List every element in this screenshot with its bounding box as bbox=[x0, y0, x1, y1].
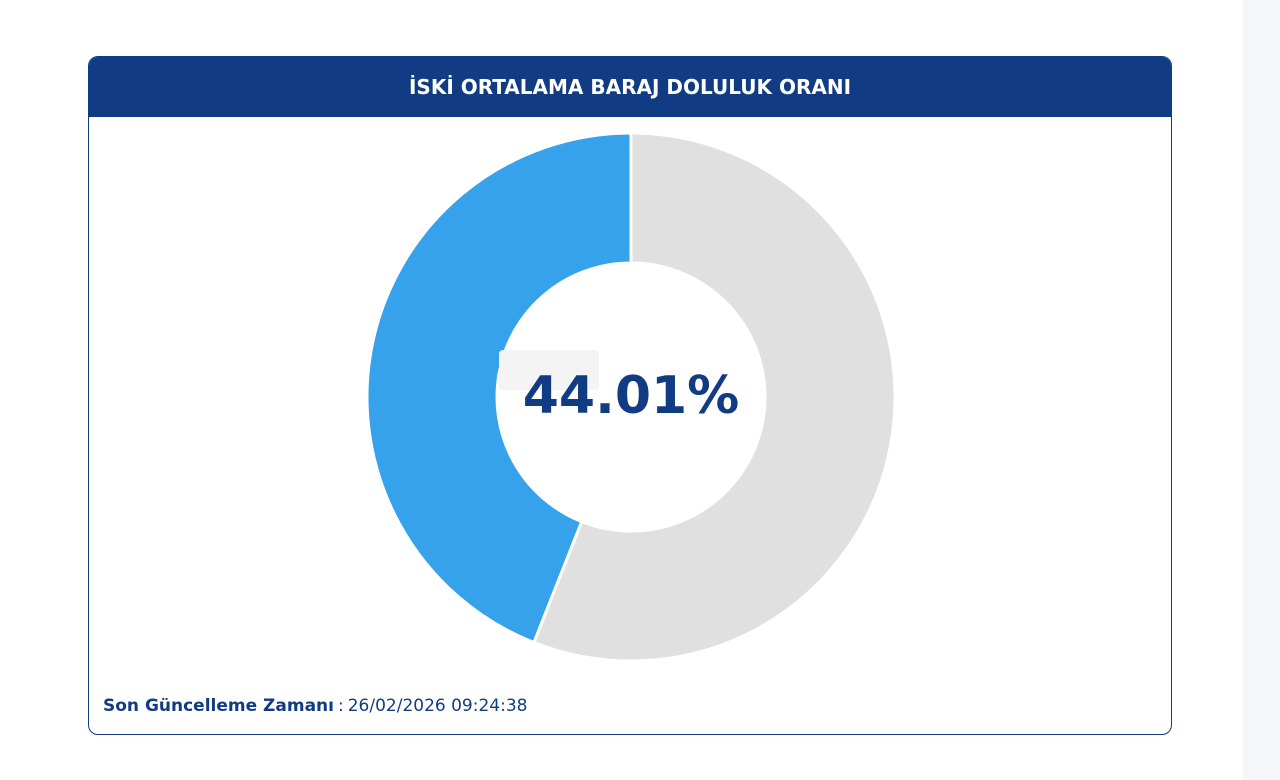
last-update-timestamp: 26/02/2026 09:24:38 bbox=[347, 696, 528, 716]
dam-fill-rate-card: İSKİ ORTALAMA BARAJ DOLULUK ORANI 44.01%… bbox=[88, 56, 1172, 735]
chart-center-value: 44.01% bbox=[522, 366, 740, 426]
donut-slice-filled bbox=[365, 131, 633, 645]
card-title: İSKİ ORTALAMA BARAJ DOLULUK ORANI bbox=[89, 57, 1171, 117]
last-update-label: Son Güncelleme Zamanı bbox=[103, 696, 334, 716]
page-right-edge bbox=[1243, 0, 1280, 780]
donut-chart bbox=[365, 131, 897, 663]
center-label-background bbox=[499, 350, 599, 390]
donut-slice-remaining bbox=[532, 131, 897, 663]
donut-chart-area: 44.01% bbox=[89, 117, 1171, 677]
last-update-separator: : bbox=[337, 696, 344, 716]
last-update-info: Son Güncelleme Zamanı:26/02/2026 09:24:3… bbox=[103, 696, 527, 716]
